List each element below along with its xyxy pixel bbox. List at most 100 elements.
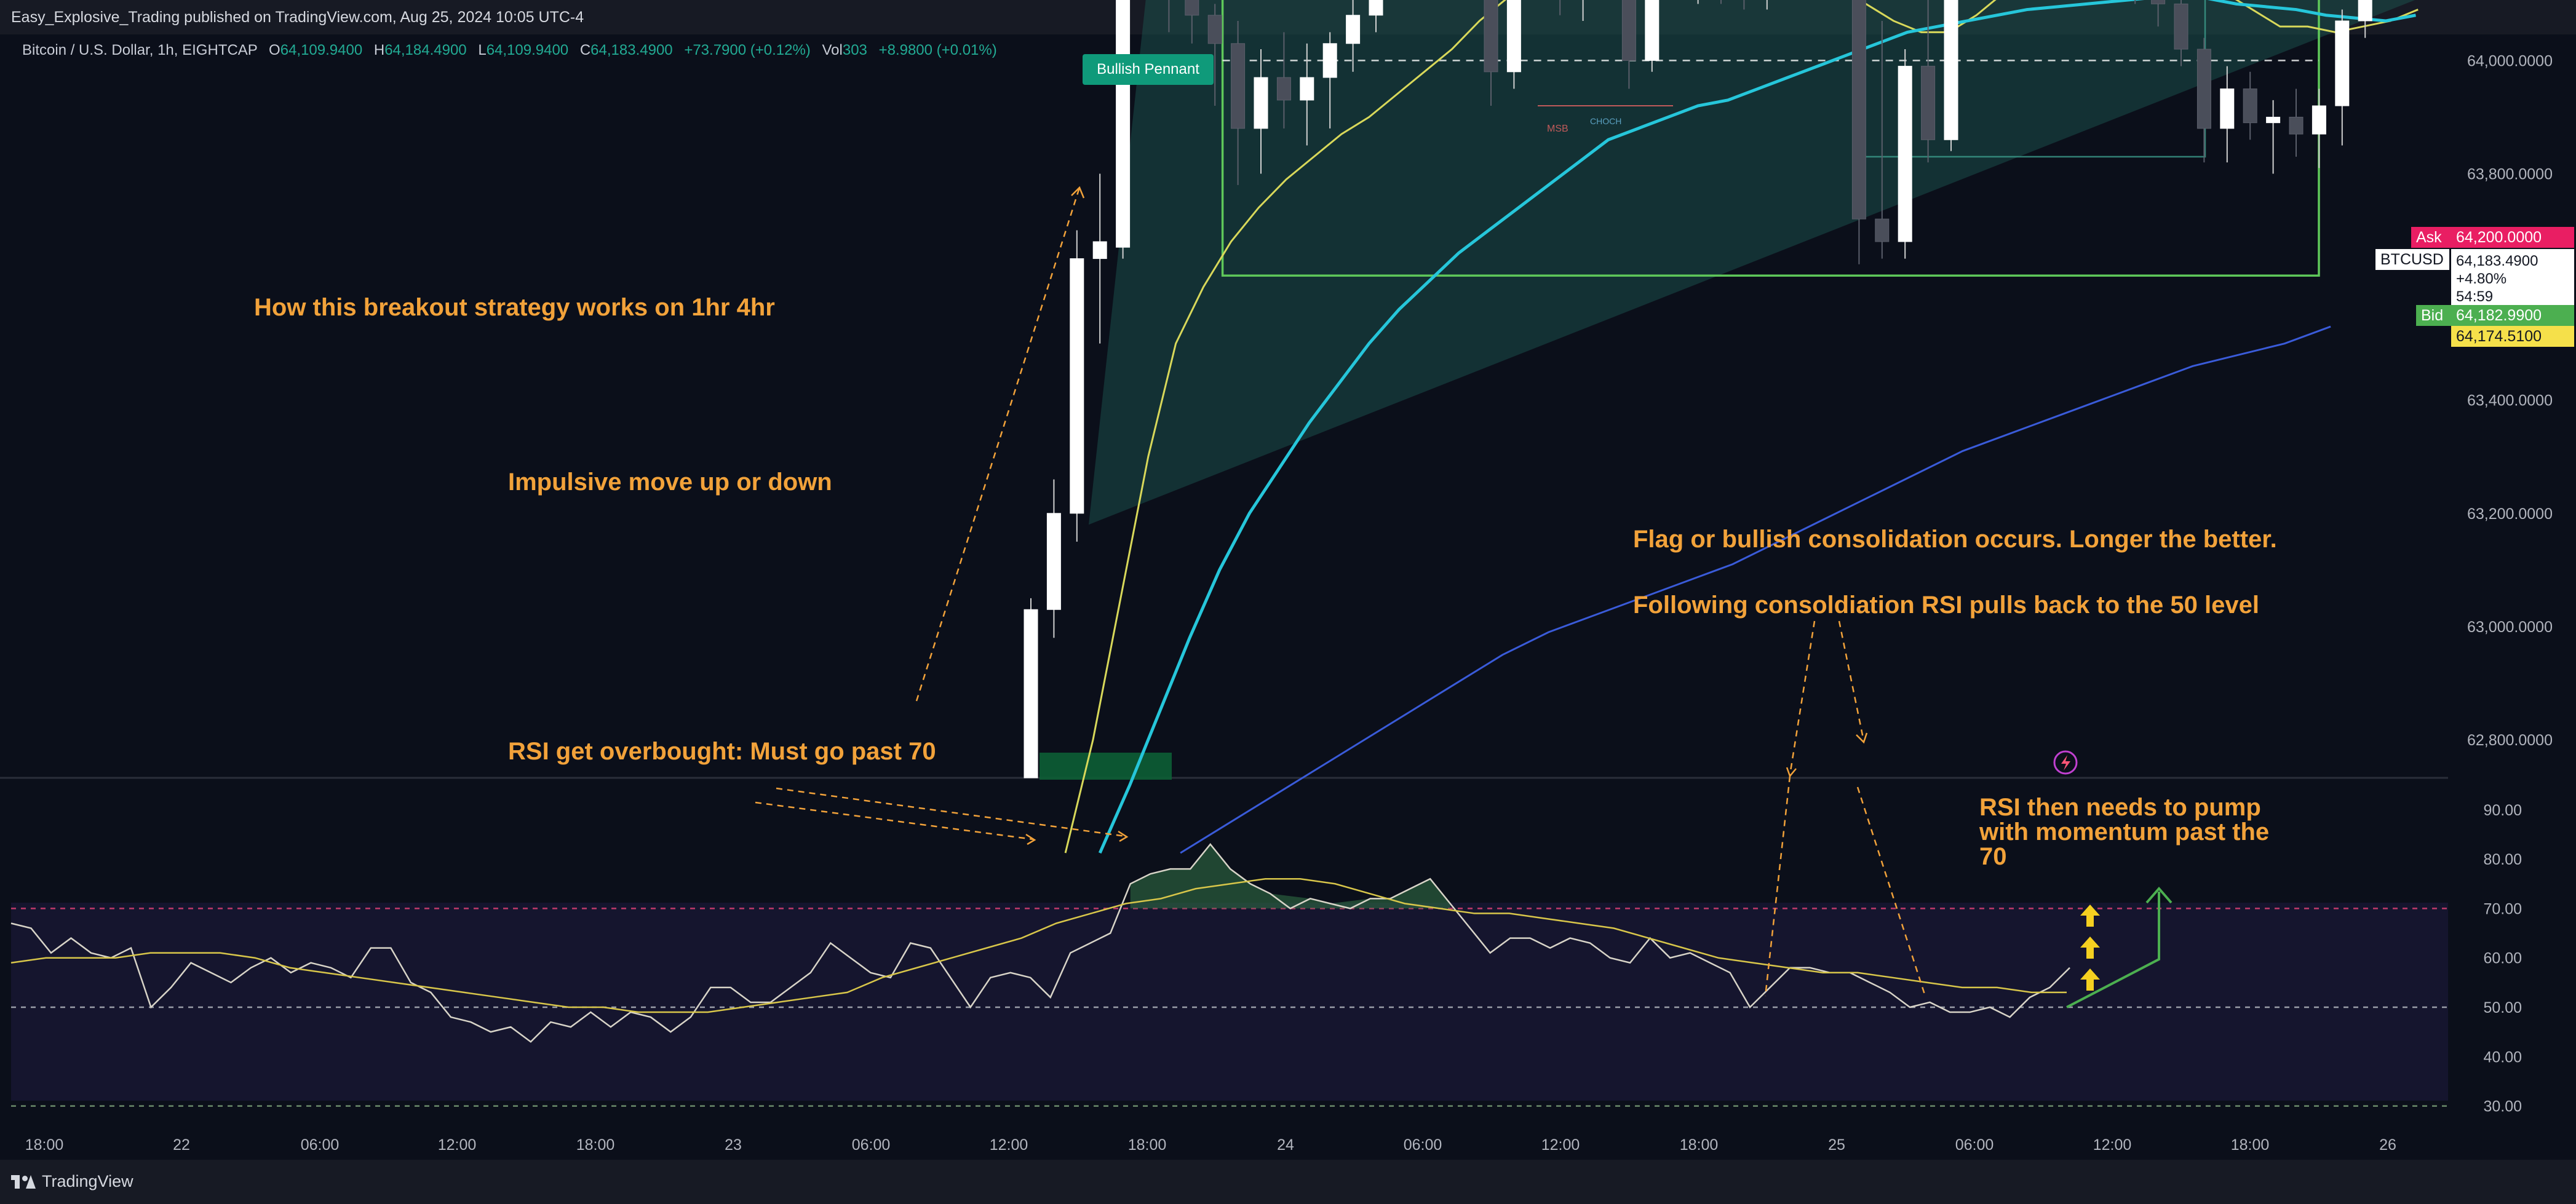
rsi-tick-label: 80.00 xyxy=(2483,851,2522,868)
alert-lightning-icon xyxy=(2053,750,2078,775)
impulse-arrow-head xyxy=(1071,186,1085,199)
ask-value-tag-bg xyxy=(2451,227,2574,248)
rsi-tick-label: 40.00 xyxy=(2483,1048,2522,1066)
legend-volume-value: 303 xyxy=(842,42,867,58)
symbol-legend: Bitcoin / U.S. Dollar, 1h, EIGHTCAP O 64,… xyxy=(22,42,997,59)
legend-open-label: O xyxy=(269,42,280,58)
line-price-tag-bg xyxy=(2451,326,2574,347)
momentum-up-arrow-2 xyxy=(2080,968,2100,991)
candle-body xyxy=(1944,0,1958,140)
time-tick-label: 18:00 xyxy=(1680,1136,1719,1154)
time-tick-label: 12:00 xyxy=(1541,1136,1580,1154)
pullback-arrowhead-right xyxy=(1856,732,1868,744)
rsi-arrowhead-upper xyxy=(1118,830,1129,842)
annotation-rsi-pullback[interactable]: Following consoldiation RSI pulls back t… xyxy=(1633,592,2259,619)
rsi-arrowhead-lower xyxy=(1025,833,1036,846)
time-tick-label: 18:00 xyxy=(576,1136,615,1154)
candle-body xyxy=(1046,513,1061,610)
annotation-rsi-overbought[interactable]: RSI get overbought: Must go past 70 xyxy=(508,738,936,765)
ask-tag-bg xyxy=(2411,227,2451,248)
candle-body xyxy=(2312,105,2326,135)
time-tick-label: 06:00 xyxy=(852,1136,891,1154)
candle-body xyxy=(1346,15,1361,44)
candle-body xyxy=(2243,88,2257,124)
rsi-tick-label: 90.00 xyxy=(2483,802,2522,819)
rsi-tick-label: 70.00 xyxy=(2483,900,2522,917)
candle-body xyxy=(1898,66,1912,242)
candle-body xyxy=(1207,15,1222,44)
candle-body xyxy=(2266,116,2281,124)
time-tick-label: 18:00 xyxy=(1128,1136,1167,1154)
msb-label: MSB xyxy=(1547,124,1568,134)
candle-body xyxy=(1484,0,1498,73)
price-axis-bg xyxy=(2449,34,2576,1160)
tradingview-logo-icon xyxy=(11,1174,36,1190)
publish-bar: Easy_Explosive_Trading published on Trad… xyxy=(0,0,2576,34)
rsi-ma-line xyxy=(10,877,2067,1013)
candle-body xyxy=(2174,3,2188,50)
rsi-tick-label: 30.00 xyxy=(2483,1098,2522,1115)
time-tick-label: 22 xyxy=(173,1136,190,1154)
candle-body xyxy=(1024,609,1038,778)
candle-body xyxy=(1921,66,1936,140)
tradingview-logo[interactable]: TradingView xyxy=(11,1172,133,1191)
candle-body xyxy=(2289,116,2304,135)
price-and-rsi-chart[interactable]: MSBCHOCH65,200.000064,800.000064,600.000… xyxy=(0,0,2576,1160)
annotation-rsi-pump[interactable]: RSI then needs to pump with momentum pas… xyxy=(1979,794,2270,870)
time-tick-label: 06:00 xyxy=(1404,1136,1442,1154)
line-price-tag: 64,174.5100 xyxy=(2456,328,2542,345)
ema-fast-line xyxy=(1064,0,2419,853)
candle-body xyxy=(1276,77,1291,101)
momentum-up-arrow-0 xyxy=(2080,905,2100,927)
bullish-pennant-label[interactable]: Bullish Pennant xyxy=(1083,54,1214,85)
time-tick-label: 18:00 xyxy=(25,1136,64,1154)
time-tick-label: 23 xyxy=(725,1136,742,1154)
ema-slow-line xyxy=(1180,325,2331,854)
rsi-arrow-upper xyxy=(776,787,1126,838)
candle-body xyxy=(1621,0,1636,61)
pullback-arrow-left xyxy=(1789,620,1816,775)
ask-tag: Ask xyxy=(2416,229,2442,246)
legend-high-label: H xyxy=(373,42,385,58)
time-tick-label: 12:00 xyxy=(438,1136,477,1154)
time-tick-label: 12:00 xyxy=(990,1136,1028,1154)
rsi-tick-label: 50.00 xyxy=(2483,999,2522,1016)
last-price-box xyxy=(2451,249,2574,308)
annotation-strategy[interactable]: How this breakout strategy works on 1hr … xyxy=(254,294,775,321)
momentum-up-arrow-1 xyxy=(2080,937,2100,959)
candle-body xyxy=(1322,43,1337,78)
price-tick-label: 63,000.0000 xyxy=(2467,619,2553,636)
legend-symbol: Bitcoin / U.S. Dollar, 1h, EIGHTCAP xyxy=(22,42,258,58)
candle-body xyxy=(2358,0,2372,22)
pullback-rsi-left xyxy=(1764,775,1791,997)
symbol-tag-bg xyxy=(2375,249,2449,270)
rsi-arrow-lower xyxy=(755,801,1034,841)
candle-body xyxy=(1185,0,1199,16)
time-tick-label: 06:00 xyxy=(1955,1136,1994,1154)
time-tick-label: 12:00 xyxy=(2093,1136,2132,1154)
choch-label: CHOCH xyxy=(1590,116,1621,126)
candle-body xyxy=(1300,77,1314,101)
last-change: +4.80% xyxy=(2456,271,2506,287)
candle-body xyxy=(2196,49,2211,129)
annotation-flag[interactable]: Flag or bullish consolidation occurs. Lo… xyxy=(1633,526,2277,553)
annotation-impulse[interactable]: Impulsive move up or down xyxy=(508,469,832,496)
legend-low-value: 64,109.9400 xyxy=(486,42,569,58)
candle-body xyxy=(1116,0,1131,248)
rsi-overbought-fill xyxy=(1130,844,1450,909)
pennant-lower-fill xyxy=(1089,0,2415,525)
price-tick-label: 63,200.0000 xyxy=(2467,505,2553,523)
price-tick-label: 63,800.0000 xyxy=(2467,166,2553,183)
bid-tag-bg xyxy=(2416,305,2451,326)
momentum-target-arrow xyxy=(2066,892,2160,1008)
bid-tag: Bid xyxy=(2421,307,2443,324)
last-price: 64,183.4900 xyxy=(2456,253,2538,269)
candle-body xyxy=(1875,218,1890,242)
time-tick-label: 18:00 xyxy=(2231,1136,2270,1154)
rsi-band-background xyxy=(11,903,2448,1101)
time-tick-label: 06:00 xyxy=(301,1136,340,1154)
legend-change: +73.7900 (+0.12%) xyxy=(684,42,811,58)
bid-value-tag: 64,182.9900 xyxy=(2456,307,2542,324)
candles-group xyxy=(1024,0,2372,778)
legend-volume-change: +8.9800 (+0.01%) xyxy=(878,42,997,58)
